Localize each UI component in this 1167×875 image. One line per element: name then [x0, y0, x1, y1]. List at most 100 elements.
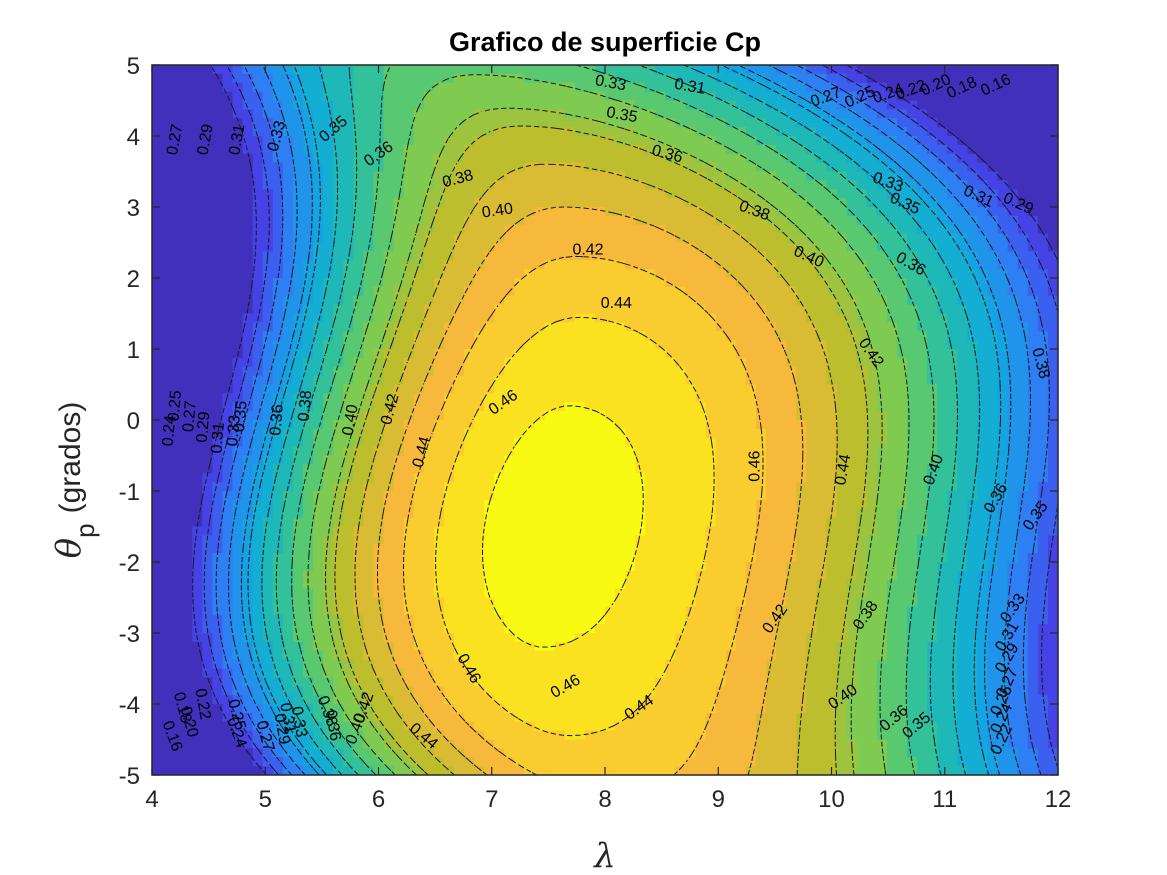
- surface-cell: [464, 499, 475, 510]
- surface-cell: [464, 730, 475, 741]
- surface-cell: [655, 562, 666, 572]
- surface-cell: [303, 508, 314, 519]
- surface-cell: [715, 633, 727, 643]
- surface-cell: [272, 118, 284, 128]
- surface-cell: [433, 136, 445, 146]
- surface-cell: [333, 304, 344, 315]
- surface-cell: [675, 570, 687, 581]
- surface-cell: [625, 695, 636, 705]
- surface-cell: [504, 624, 515, 634]
- surface-cell: [564, 278, 576, 288]
- surface-cell: [776, 233, 787, 244]
- surface-cell: [303, 162, 314, 173]
- surface-cell: [504, 766, 515, 775]
- surface-cell: [413, 340, 425, 350]
- surface-cell: [413, 207, 425, 217]
- surface-cell: [715, 340, 727, 350]
- surface-cell: [272, 340, 284, 350]
- surface-cell: [715, 455, 727, 465]
- surface-cell: [514, 606, 526, 616]
- surface-cell: [494, 704, 505, 714]
- surface-cell: [504, 615, 515, 625]
- surface-cell: [544, 82, 556, 93]
- surface-cell: [152, 535, 163, 545]
- surface-cell: [464, 127, 475, 137]
- surface-cell: [756, 260, 767, 270]
- surface-cell: [343, 766, 354, 775]
- surface-cell: [766, 171, 777, 181]
- surface-cell: [776, 127, 787, 137]
- surface-cell: [584, 615, 596, 625]
- surface-cell: [343, 748, 354, 758]
- surface-cell: [534, 402, 546, 412]
- surface-cell: [504, 579, 515, 590]
- surface-cell: [152, 766, 163, 775]
- surface-cell: [212, 118, 224, 128]
- surface-cell: [504, 659, 515, 670]
- surface-cell: [292, 91, 304, 102]
- surface-cell: [202, 686, 213, 696]
- surface-cell: [695, 411, 707, 421]
- surface-cell: [675, 313, 687, 323]
- surface-cell: [514, 65, 526, 75]
- surface-cell: [333, 544, 344, 554]
- surface-cell: [172, 553, 183, 563]
- surface-cell: [544, 100, 556, 110]
- surface-cell: [443, 127, 455, 137]
- surface-cell: [544, 91, 556, 102]
- surface-cell: [323, 482, 334, 492]
- surface-cell: [534, 304, 546, 315]
- surface-cell: [574, 313, 586, 323]
- surface-cell: [665, 171, 677, 181]
- surface-cell: [766, 455, 777, 465]
- surface-cell: [262, 562, 274, 572]
- surface-cell: [152, 526, 163, 536]
- surface-cell: [625, 570, 636, 581]
- surface-cell: [756, 366, 767, 377]
- surface-cell: [745, 508, 757, 519]
- surface-cell: [605, 606, 616, 616]
- surface-cell: [192, 313, 203, 323]
- surface-cell: [564, 127, 576, 137]
- surface-cell: [554, 739, 566, 749]
- surface-cell: [343, 349, 354, 359]
- surface-cell: [625, 153, 636, 164]
- surface-cell: [735, 127, 747, 137]
- surface-cell: [313, 189, 324, 199]
- surface-cell: [222, 366, 234, 377]
- surface-cell: [313, 641, 324, 652]
- surface-cell: [685, 553, 697, 563]
- surface-cell: [454, 295, 465, 306]
- surface-cell: [756, 349, 767, 359]
- surface-cell: [645, 677, 656, 687]
- surface-cell: [323, 251, 334, 261]
- surface-cell: [252, 641, 264, 652]
- surface-cell: [353, 402, 364, 412]
- surface-cell: [353, 739, 364, 749]
- surface-cell: [443, 153, 455, 164]
- surface-cell: [524, 606, 536, 616]
- surface-cell: [665, 428, 677, 439]
- surface-cell: [443, 570, 455, 581]
- surface-cell: [715, 553, 727, 563]
- surface-cell: [242, 73, 254, 84]
- surface-cell: [172, 570, 183, 581]
- surface-cell: [222, 207, 234, 217]
- surface-cell: [353, 242, 364, 252]
- surface-cell: [363, 757, 375, 767]
- surface-cell: [514, 91, 526, 102]
- surface-cell: [222, 526, 234, 536]
- surface-cell: [766, 544, 777, 554]
- surface-cell: [484, 562, 495, 572]
- surface-cell: [464, 215, 475, 226]
- surface-cell: [403, 313, 415, 323]
- surface-cell: [705, 233, 717, 244]
- surface-cell: [745, 748, 757, 758]
- surface-cell: [443, 428, 455, 439]
- surface-cell: [745, 109, 757, 119]
- surface-cell: [554, 331, 566, 341]
- surface-cell: [625, 127, 636, 137]
- surface-cell: [323, 562, 334, 572]
- surface-cell: [212, 579, 224, 590]
- surface-cell: [212, 588, 224, 599]
